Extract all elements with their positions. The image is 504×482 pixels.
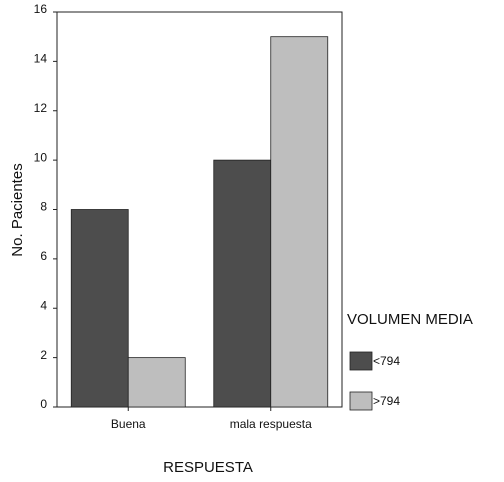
bar <box>70 209 129 408</box>
y-tick-label: 0 <box>40 397 47 411</box>
x-tick-label: Buena <box>111 417 146 431</box>
y-tick-label: 12 <box>34 101 48 115</box>
y-tick-label: 8 <box>40 200 47 214</box>
bar <box>270 36 329 408</box>
legend-swatch <box>349 391 373 411</box>
x-tick-label: mala respuesta <box>230 417 312 431</box>
y-tick-label: 10 <box>34 150 48 164</box>
y-tick-label: 14 <box>34 52 48 66</box>
y-axis-title: No. Pacientes <box>9 163 26 256</box>
y-tick-label: 4 <box>40 298 47 312</box>
legend-label: <794 <box>373 354 400 368</box>
y-tick-label: 2 <box>40 348 47 362</box>
bar <box>127 357 186 408</box>
y-tick-label: 16 <box>34 2 48 16</box>
x-axis-title: RESPUESTA <box>163 459 253 476</box>
legend-swatch <box>349 351 373 371</box>
bar <box>213 159 272 408</box>
legend-label: >794 <box>373 394 400 408</box>
y-tick-label: 6 <box>40 249 47 263</box>
legend-title: VOLUMEN MEDIA <box>347 311 473 328</box>
